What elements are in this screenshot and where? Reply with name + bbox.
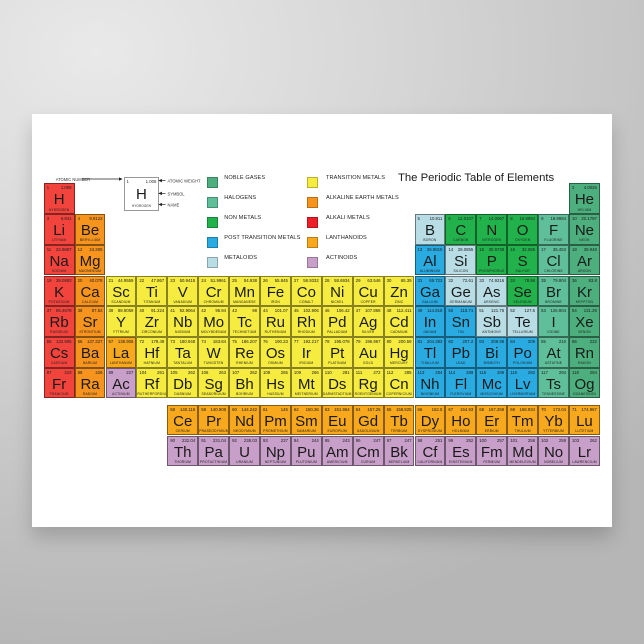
svg-text:ATOMIC NUMBER: ATOMIC NUMBER <box>56 177 90 182</box>
svg-text:SYMBOL: SYMBOL <box>168 191 186 196</box>
svg-text:NAME: NAME <box>168 203 180 208</box>
svg-text:ATOMIC WEIGHT: ATOMIC WEIGHT <box>168 179 202 184</box>
